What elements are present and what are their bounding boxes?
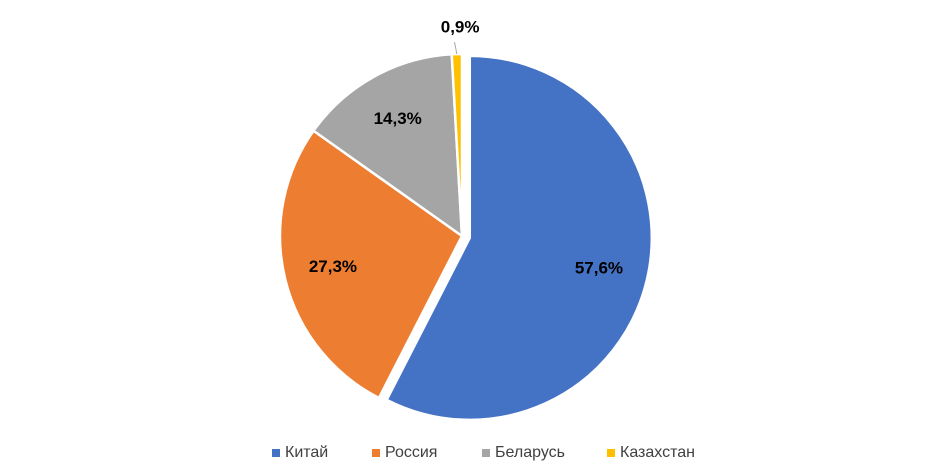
data-label: 0,9%	[441, 18, 480, 37]
legend-label: Россия	[385, 444, 437, 461]
legend-label: Казахстан	[620, 444, 695, 461]
legend-swatch	[607, 449, 615, 457]
pie-slice	[278, 128, 464, 400]
legend-swatch	[272, 449, 280, 457]
data-label: 57,6%	[575, 259, 623, 278]
data-label: 27,3%	[309, 257, 357, 276]
data-label: 14,3%	[374, 109, 422, 128]
pie-slice	[311, 52, 464, 239]
legend-swatch	[482, 449, 490, 457]
legend-label: Китай	[285, 444, 328, 461]
leader-line	[454, 41, 458, 55]
legend-label: Беларусь	[495, 444, 565, 461]
pie-slice	[385, 54, 653, 422]
legend-swatch	[372, 449, 380, 457]
